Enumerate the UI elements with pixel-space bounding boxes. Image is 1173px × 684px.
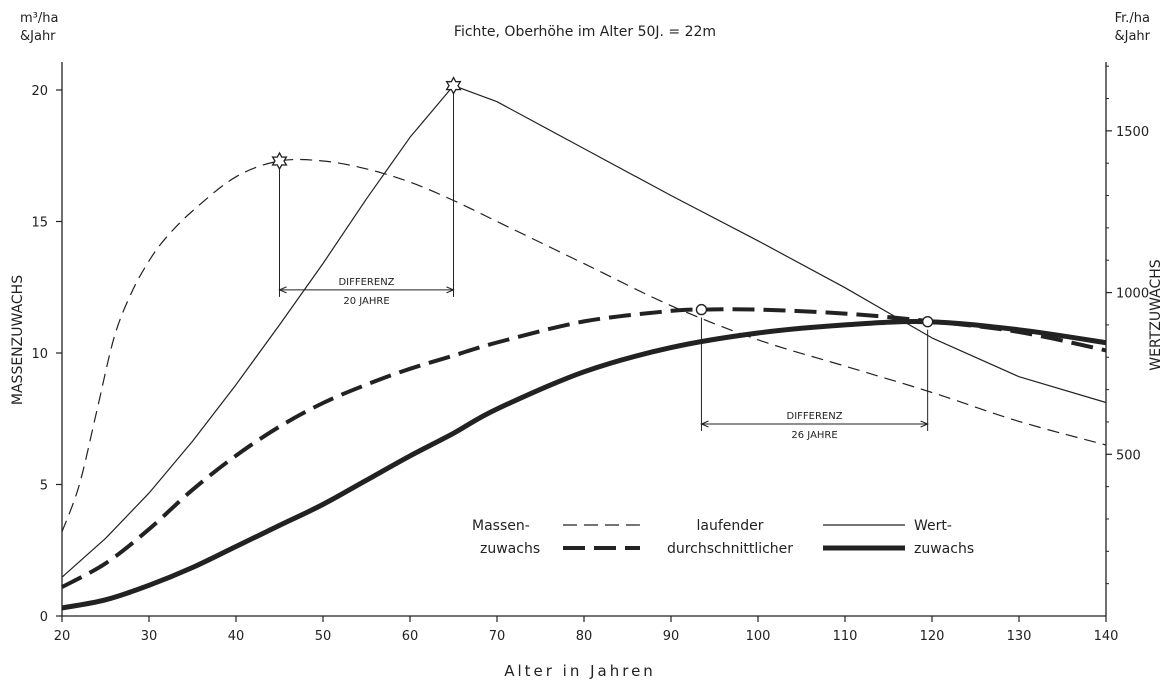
left-unit-line1: m³/ha: [20, 11, 58, 26]
arrowhead-right-icon: [920, 420, 929, 428]
arrowhead-left-icon: [700, 420, 709, 428]
y-left-tick-label: 5: [40, 479, 48, 494]
markers-layer: [271, 76, 934, 328]
legend-value-line2: zuwachs: [914, 541, 974, 557]
difference-years-label: 26 JAHRE: [791, 430, 837, 441]
series-line-mass-mean: [61, 307, 1107, 589]
y-right-tick-label: 1000: [1116, 287, 1149, 302]
legend-current-label: laufender: [696, 518, 763, 534]
max-marker-circle: [695, 303, 708, 316]
legend-mean-label: durchschnittlicher: [667, 541, 793, 557]
arrowhead-right-icon: [446, 286, 455, 294]
y-axis-left-label: MASSENZUWACHS: [10, 275, 26, 405]
series-line-value-current: [61, 85, 1107, 578]
right-unit-line1: Fr./ha: [1115, 11, 1150, 26]
y-left-tick-label: 20: [31, 84, 48, 99]
x-tick-label: 60: [402, 629, 419, 644]
max-marker-star: [271, 151, 288, 171]
x-tick-label: 130: [1007, 629, 1032, 644]
y-left-tick-label: 10: [31, 347, 48, 362]
right-unit-line2: &Jahr: [1114, 29, 1150, 44]
ticks-layer: 20 30 40 50 60 70 80 90 100 110 120 130 140 0 5 10 15 20 5…: [31, 65, 1149, 644]
y-axis-right-label: WERTZUWACHS: [1148, 259, 1164, 370]
x-tick-label: 80: [576, 629, 593, 644]
chart-title: Fichte, Oberhöhe im Alter 50J. = 22m: [454, 24, 716, 40]
y-right-tick-label: 1500: [1116, 125, 1149, 140]
series-line-mass-current: [61, 158, 1107, 533]
legend: Massen- zuwachs laufender durchschnittli…: [472, 518, 974, 557]
left-unit-line2: &Jahr: [20, 29, 56, 44]
x-tick-label: 70: [489, 629, 506, 644]
x-tick-label: 40: [228, 629, 245, 644]
difference-years-label: 20 JAHRE: [343, 296, 389, 307]
difference-label: DIFFERENZ: [338, 277, 394, 288]
legend-mass-line1: Massen-: [472, 518, 530, 534]
max-marker-circle: [921, 315, 934, 328]
x-tick-label: 110: [833, 629, 858, 644]
x-tick-label: 20: [54, 629, 71, 644]
x-tick-label: 50: [315, 629, 332, 644]
annotations-layer: DIFFERENZ 20 JAHRE DIFFERENZ 26 JAHRE: [278, 93, 929, 441]
y-left-tick-label: 0: [40, 610, 48, 625]
x-tick-label: 90: [663, 629, 680, 644]
series-layer: [61, 85, 1107, 611]
x-tick-label: 120: [920, 629, 945, 644]
legend-value-line1: Wert-: [914, 518, 952, 534]
x-tick-label: 100: [746, 629, 771, 644]
x-axis-label: Alter in Jahren: [504, 662, 656, 680]
series-line-value-mean: [61, 319, 1107, 611]
x-tick-label: 30: [141, 629, 158, 644]
arrowhead-left-icon: [278, 286, 287, 294]
legend-mass-line2: zuwachs: [480, 541, 540, 557]
x-tick-label: 140: [1094, 629, 1119, 644]
y-right-tick-label: 500: [1116, 448, 1141, 463]
y-left-tick-label: 15: [31, 216, 48, 231]
difference-label: DIFFERENZ: [787, 411, 843, 422]
